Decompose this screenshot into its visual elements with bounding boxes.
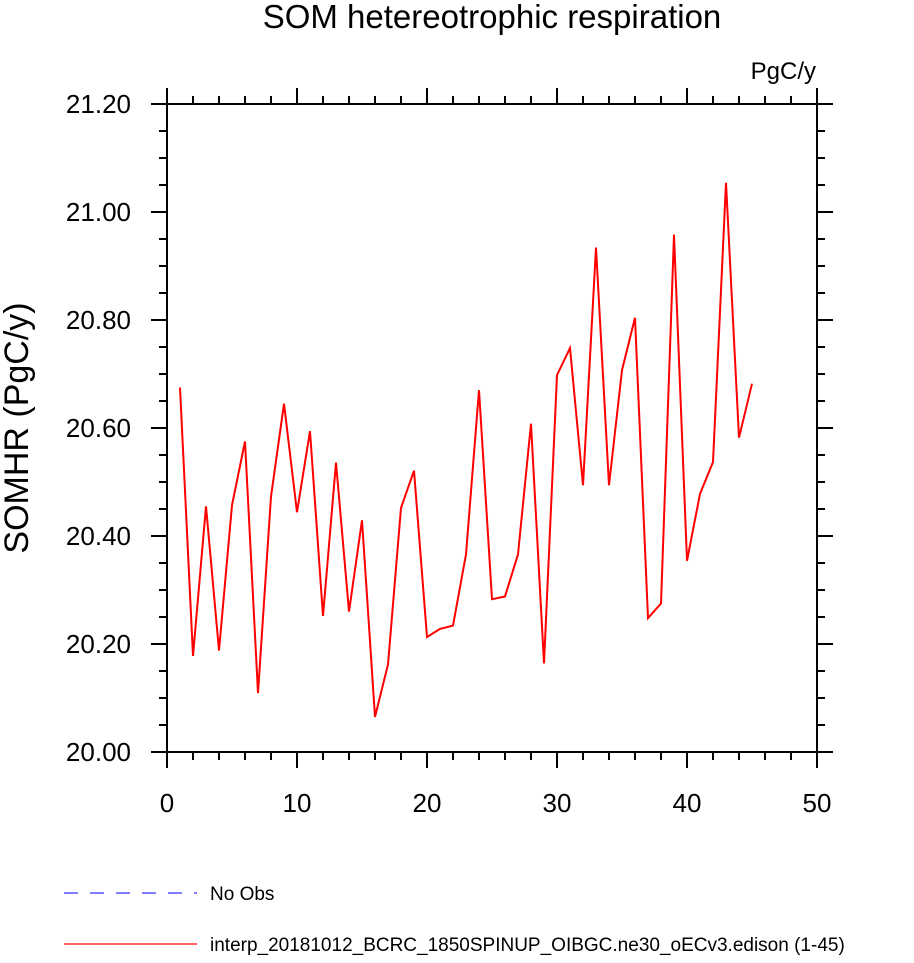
y-tick-label: 21.00 <box>66 197 131 227</box>
plot-frame <box>166 103 818 753</box>
y-tick-label: 20.80 <box>66 305 131 335</box>
chart-units: PgC/y <box>751 58 816 85</box>
tick-labels-layer: 0 10 20 30 40 50 20.00 20.20 20.40 20.60 20.80 21.0… <box>66 89 832 818</box>
series-layer <box>179 182 753 718</box>
x-tick-label: 50 <box>803 788 832 818</box>
y-tick-label: 20.20 <box>66 629 131 659</box>
y-tick-label: 20.40 <box>66 521 131 551</box>
x-tick-label: 20 <box>413 788 442 818</box>
x-tick-label: 0 <box>160 788 174 818</box>
chart-title: SOM hetereotrophic respiration <box>263 0 722 35</box>
y-tick-label: 21.20 <box>66 89 131 119</box>
legend-label-model: interp_20181012_BCRC_1850SPINUP_OIBGC.ne… <box>210 935 845 956</box>
x-tick-label: 30 <box>543 788 572 818</box>
series-line-0 <box>179 182 753 718</box>
y-tick-label: 20.60 <box>66 413 131 443</box>
ticks-layer <box>151 88 833 768</box>
x-tick-label: 40 <box>673 788 702 818</box>
x-tick-label: 10 <box>283 788 312 818</box>
y-tick-label: 20.00 <box>66 737 131 767</box>
y-axis-label: SOMHR (PgC/y) <box>0 302 36 553</box>
legend: No Obs interp_20181012_BCRC_1850SPINUP_O… <box>64 884 845 956</box>
legend-label-no-obs: No Obs <box>210 884 274 905</box>
